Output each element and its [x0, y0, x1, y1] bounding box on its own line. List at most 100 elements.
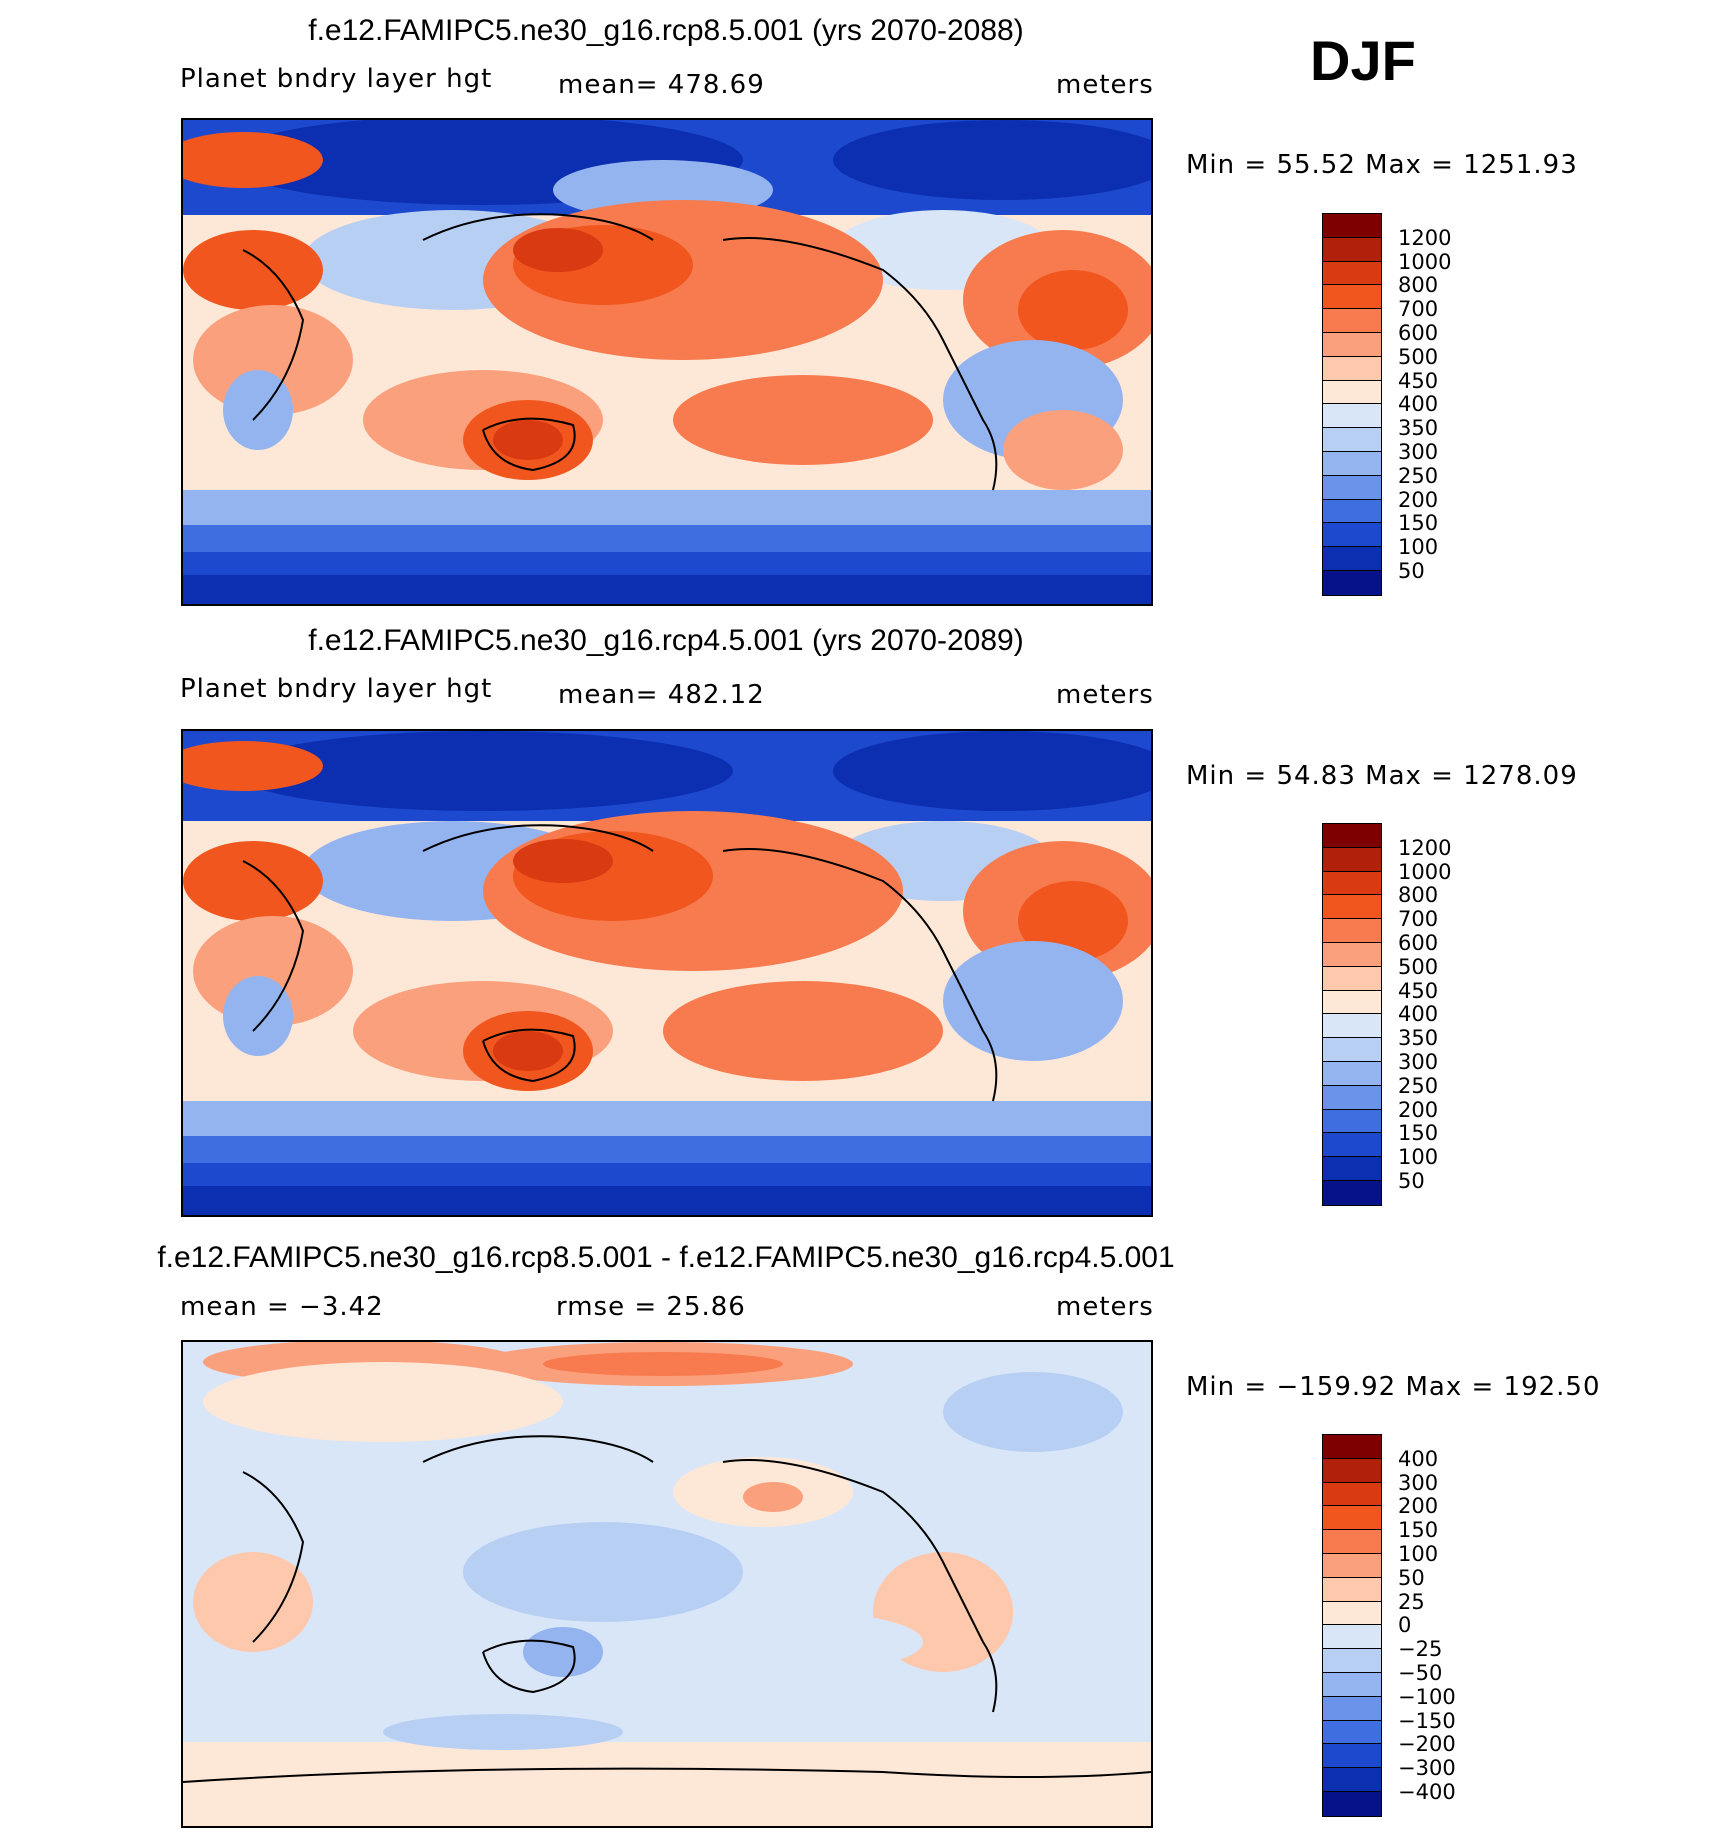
colorbar-label: 50: [1398, 1565, 1425, 1590]
colorbar-label: 100: [1398, 1145, 1439, 1170]
colorbar-label: 150: [1398, 1121, 1439, 1146]
colorbar-cell: [1323, 824, 1381, 848]
colorbar-label: 450: [1398, 978, 1439, 1003]
colorbar-label: 700: [1398, 297, 1439, 322]
colorbar-cell: [1323, 895, 1381, 920]
colorbar-label: −300: [1398, 1756, 1456, 1781]
colorbar-cell: [1323, 523, 1381, 548]
colorbar-label: −150: [1398, 1708, 1456, 1733]
colorbar-label: 50: [1398, 559, 1425, 583]
colorbar-label: 250: [1398, 463, 1439, 488]
colorbar-label: 200: [1398, 1097, 1439, 1122]
colorbar-cell: [1323, 475, 1381, 500]
colorbar-label: 350: [1398, 416, 1439, 441]
colorbar-cell: [1323, 1720, 1381, 1745]
colorbar-cell: [1323, 499, 1381, 524]
colorbar-cell: [1323, 1435, 1381, 1459]
colorbar-cell: [1323, 1744, 1381, 1769]
colorbar-label: 500: [1398, 344, 1439, 369]
colorbar-cell: [1323, 1696, 1381, 1721]
panel-1-map-svg: [183, 120, 1151, 604]
panel-1-minmax: Min = 55.52 Max = 1251.93: [1186, 150, 1578, 180]
colorbar-cell: [1323, 356, 1381, 381]
colorbar-label: 600: [1398, 931, 1439, 955]
colorbar-label: 150: [1398, 1518, 1439, 1543]
colorbar-label: 1000: [1398, 249, 1452, 274]
colorbar-label: 1200: [1398, 225, 1452, 250]
colorbar-cell: [1323, 1014, 1381, 1039]
colorbar-cell: [1323, 1649, 1381, 1673]
colorbar-label: 50: [1398, 1169, 1425, 1193]
colorbar-label: 450: [1398, 368, 1439, 393]
colorbar-label: −200: [1398, 1732, 1456, 1757]
colorbar-label: 400: [1398, 392, 1439, 417]
colorbar-cell: [1323, 1530, 1381, 1554]
colorbar-label: 100: [1398, 1542, 1439, 1566]
colorbar-cell: [1323, 871, 1381, 896]
colorbar-cell: [1323, 847, 1381, 872]
colorbar-cell: [1323, 332, 1381, 357]
panel-1-variable-label: Planet bndry layer hgt: [180, 64, 493, 94]
panel-3-map: [181, 1340, 1153, 1828]
panel-1-title: f.e12.FAMIPC5.ne30_g16.rcp8.5.001 (yrs 2…: [308, 14, 1024, 47]
colorbar-label: −100: [1398, 1684, 1456, 1709]
colorbar-label: 300: [1398, 1050, 1439, 1074]
panel-3-map-svg: [183, 1342, 1151, 1826]
colorbar-cell: [1323, 309, 1381, 333]
panel-1-map: [181, 118, 1153, 606]
colorbar-label: 200: [1398, 487, 1439, 512]
colorbar-cell: [1323, 990, 1381, 1015]
colorbar-cell: [1323, 380, 1381, 405]
colorbar-label: 400: [1398, 1002, 1439, 1027]
colorbar-label: 300: [1398, 440, 1439, 464]
colorbar-cell: [1323, 1553, 1381, 1578]
colorbar-label: 25: [1398, 1589, 1425, 1614]
panel-2-mean-label: mean= 482.12: [558, 680, 765, 710]
panel-3-colorbar: [1322, 1434, 1382, 1817]
colorbar-label: −25: [1398, 1637, 1443, 1662]
colorbar-label: 100: [1398, 535, 1439, 560]
colorbar-label: 600: [1398, 321, 1439, 345]
colorbar-cell: [1323, 1577, 1381, 1602]
panel-2-variable-label: Planet bndry layer hgt: [180, 674, 493, 704]
panel-2-units-label: meters: [1056, 680, 1154, 710]
colorbar-label: 1000: [1398, 859, 1452, 884]
colorbar-label: 150: [1398, 511, 1439, 536]
panel-3-mean-label: mean = −3.42: [180, 1292, 384, 1322]
panel-2-colorbar: [1322, 823, 1382, 1206]
panel-3-rmse-label: rmse = 25.86: [556, 1292, 746, 1322]
colorbar-cell: [1323, 214, 1381, 238]
colorbar-cell: [1323, 919, 1381, 943]
colorbar-cell: [1323, 1133, 1381, 1158]
colorbar-cell: [1323, 451, 1381, 476]
colorbar-cell: [1323, 1625, 1381, 1650]
colorbar-label: 1200: [1398, 835, 1452, 860]
colorbar-label: 250: [1398, 1073, 1439, 1098]
colorbar-label: −400: [1398, 1780, 1456, 1804]
colorbar-label: 200: [1398, 1494, 1439, 1519]
colorbar-cell: [1323, 237, 1381, 262]
colorbar-label: 500: [1398, 954, 1439, 979]
colorbar-cell: [1323, 1038, 1381, 1062]
panel-3-title: f.e12.FAMIPC5.ne30_g16.rcp8.5.001 - f.e1…: [157, 1241, 1175, 1274]
colorbar-cell: [1323, 1672, 1381, 1697]
colorbar-cell: [1323, 1061, 1381, 1086]
colorbar-label: 800: [1398, 883, 1439, 908]
panel-2-title: f.e12.FAMIPC5.ne30_g16.rcp4.5.001 (yrs 2…: [308, 624, 1024, 657]
colorbar-cell: [1323, 1458, 1381, 1483]
colorbar-label: −50: [1398, 1661, 1443, 1685]
colorbar-label: 800: [1398, 273, 1439, 298]
colorbar-cell: [1323, 1482, 1381, 1507]
panel-3-minmax: Min = −159.92 Max = 192.50: [1186, 1372, 1601, 1402]
panel-3-units-label: meters: [1056, 1292, 1154, 1322]
colorbar-cell: [1323, 1085, 1381, 1110]
colorbar-cell: [1323, 547, 1381, 571]
colorbar-label: 0: [1398, 1613, 1412, 1638]
colorbar-cell: [1323, 1791, 1381, 1816]
panel-2-map-svg: [183, 731, 1151, 1215]
colorbar-cell: [1323, 570, 1381, 595]
panel-1-colorbar: [1322, 213, 1382, 596]
panel-2-minmax: Min = 54.83 Max = 1278.09: [1186, 761, 1578, 791]
season-label: DJF: [1310, 29, 1416, 92]
colorbar-cell: [1323, 428, 1381, 452]
